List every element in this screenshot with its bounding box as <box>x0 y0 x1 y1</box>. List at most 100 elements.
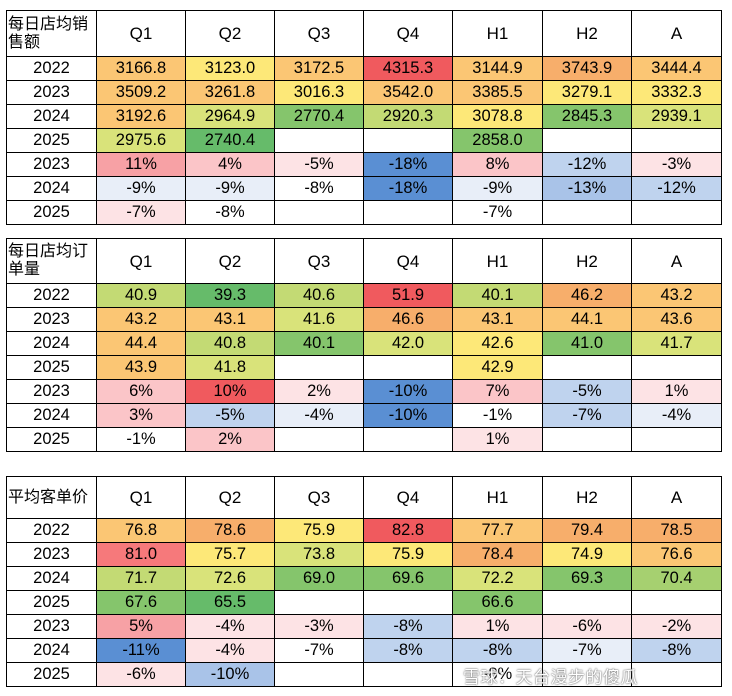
value-row: 2024 71.7 72.6 69.0 69.6 72.2 69.3 70.4 <box>6 566 722 591</box>
data-cell: 71.7 <box>96 566 186 591</box>
row-label: 2023 <box>6 379 97 404</box>
data-cell: 76.6 <box>631 542 722 567</box>
data-cell <box>631 355 722 380</box>
sales-table: 每日店均销售额 Q1 Q2 Q3 Q4 H1 H2 A 2022 3166.8 3123.0 3172… <box>6 10 722 225</box>
header-row: 每日店均订单量 Q1 Q2 Q3 Q4 H1 H2 A <box>6 238 722 284</box>
column-header-q4: Q4 <box>363 10 453 57</box>
value-row: 2022 3166.8 3123.0 3172.5 4315.3 3144.9 3743.9… <box>6 56 722 81</box>
avg-price-table: 平均客单价 Q1 Q2 Q3 Q4 H1 H2 A 2022 76.8 78.6 75.9 82.8 77… <box>6 476 722 687</box>
data-cell: -5% <box>185 403 275 428</box>
yoy-row: 2025 -1% 2% 1% <box>6 427 722 452</box>
data-cell: 41.7 <box>631 331 722 356</box>
data-cell: 43.2 <box>631 283 722 308</box>
row-label: 2024 <box>6 566 97 591</box>
data-cell <box>363 590 453 615</box>
data-cell: -7% <box>96 200 186 225</box>
data-cell: -7% <box>274 638 364 663</box>
data-cell: 73.8 <box>274 542 364 567</box>
value-row: 2024 3192.6 2964.9 2770.4 2920.3 3078.8 2845.3… <box>6 104 722 129</box>
data-cell: -10% <box>185 662 275 687</box>
data-cell: 1% <box>452 427 543 452</box>
data-cell: -5% <box>542 379 632 404</box>
column-header-a: A <box>631 238 722 284</box>
data-cell: 43.2 <box>96 307 186 332</box>
data-cell: 40.6 <box>274 283 364 308</box>
data-cell: 3016.3 <box>274 80 364 105</box>
data-cell: 78.4 <box>452 542 543 567</box>
value-row: 2025 43.9 41.8 42.9 <box>6 355 722 380</box>
data-cell: 3542.0 <box>363 80 453 105</box>
data-cell: 43.1 <box>185 307 275 332</box>
data-cell: 66.6 <box>452 590 543 615</box>
data-cell: -3% <box>631 152 722 177</box>
data-cell: 72.6 <box>185 566 275 591</box>
data-cell: -10% <box>363 403 453 428</box>
row-label: 2023 <box>6 152 97 177</box>
data-cell: 3166.8 <box>96 56 186 81</box>
data-cell: 3332.3 <box>631 80 722 105</box>
data-cell: 67.6 <box>96 590 186 615</box>
data-cell: 2858.0 <box>452 128 543 153</box>
data-cell: 81.0 <box>96 542 186 567</box>
row-label: 2025 <box>6 128 97 153</box>
data-cell: -7% <box>542 638 632 663</box>
data-cell <box>363 355 453 380</box>
data-cell <box>631 427 722 452</box>
data-cell <box>631 590 722 615</box>
data-cell: 42.6 <box>452 331 543 356</box>
data-cell: 3123.0 <box>185 56 275 81</box>
data-cell: -4% <box>631 403 722 428</box>
data-cell: 40.8 <box>185 331 275 356</box>
data-cell: 3279.1 <box>542 80 632 105</box>
row-label: 2023 <box>6 80 97 105</box>
row-label: 2024 <box>6 104 97 129</box>
data-cell: -13% <box>542 176 632 201</box>
data-cell: 39.3 <box>185 283 275 308</box>
row-label: 2025 <box>6 590 97 615</box>
data-cell: -8% <box>363 638 453 663</box>
data-cell: 75.7 <box>185 542 275 567</box>
data-cell: 2740.4 <box>185 128 275 153</box>
data-cell: 69.0 <box>274 566 364 591</box>
data-cell: -6% <box>542 614 632 639</box>
data-cell: 41.6 <box>274 307 364 332</box>
yoy-row: 2023 5% -4% -3% -8% 1% -6% -2% <box>6 614 722 639</box>
data-cell: 69.3 <box>542 566 632 591</box>
data-cell: -1% <box>96 427 186 452</box>
data-cell: 82.8 <box>363 518 453 543</box>
row-label: 2023 <box>6 542 97 567</box>
data-cell: 78.5 <box>631 518 722 543</box>
column-header-q4: Q4 <box>363 238 453 284</box>
metric-title: 每日店均订单量 <box>6 238 97 284</box>
row-label: 2025 <box>6 662 97 687</box>
data-cell: 72.2 <box>452 566 543 591</box>
data-cell <box>274 662 364 687</box>
column-header-h1: H1 <box>452 476 543 519</box>
data-cell: -8% <box>185 200 275 225</box>
yoy-row: 2024 -9% -9% -8% -18% -9% -13% -12% <box>6 176 722 201</box>
data-cell: 46.6 <box>363 307 453 332</box>
row-label: 2025 <box>6 355 97 380</box>
data-cell <box>542 200 632 225</box>
column-header-h2: H2 <box>542 238 632 284</box>
data-cell: 42.0 <box>363 331 453 356</box>
data-cell: -7% <box>542 403 632 428</box>
data-cell: -1% <box>452 403 543 428</box>
data-cell: -5% <box>274 152 364 177</box>
yoy-row: 2025 -6% -10% -8% <box>6 662 722 687</box>
value-row: 2022 76.8 78.6 75.9 82.8 77.7 79.4 78.5 <box>6 518 722 543</box>
column-header-q4: Q4 <box>363 476 453 519</box>
value-row: 2023 3509.2 3261.8 3016.3 3542.0 3385.5 3279.1… <box>6 80 722 105</box>
data-cell: 3385.5 <box>452 80 543 105</box>
data-cell: 3078.8 <box>452 104 543 129</box>
data-cell: 3% <box>96 403 186 428</box>
header-row: 平均客单价 Q1 Q2 Q3 Q4 H1 H2 A <box>6 476 722 519</box>
data-cell: -12% <box>631 176 722 201</box>
data-cell <box>542 590 632 615</box>
data-cell: 75.9 <box>363 542 453 567</box>
data-cell: 44.1 <box>542 307 632 332</box>
data-cell: -8% <box>452 638 543 663</box>
data-cell: -4% <box>185 638 275 663</box>
data-cell: -4% <box>185 614 275 639</box>
yoy-row: 2024 3% -5% -4% -10% -1% -7% -4% <box>6 403 722 428</box>
